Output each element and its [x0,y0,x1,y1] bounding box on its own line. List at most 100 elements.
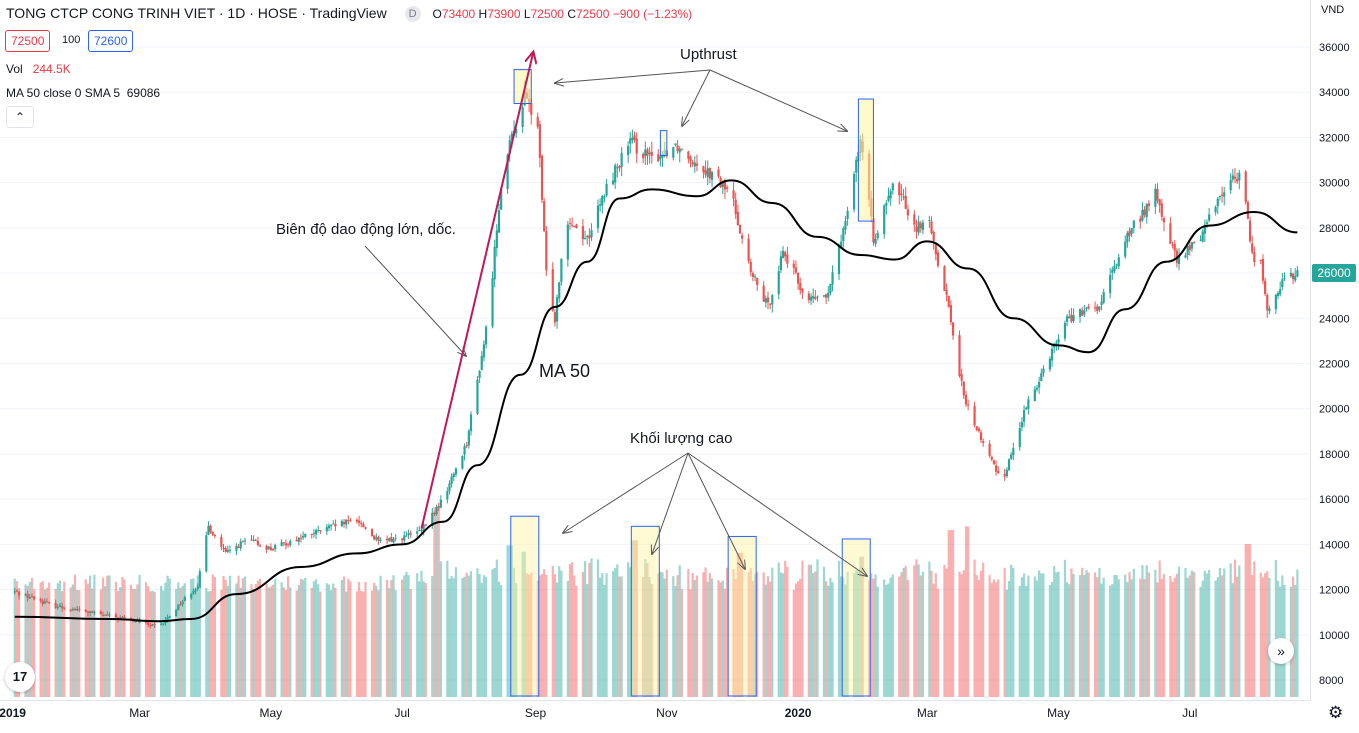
candle-body [646,149,649,156]
candle-body [596,205,600,229]
candle-body [484,326,488,345]
candle-body [538,124,541,158]
candle-body [56,607,59,609]
volume-bar [1010,564,1013,697]
ma-indicator-legend[interactable]: MA 50 close 0 SMA 5 69086 [6,86,160,100]
volume-bar [1266,571,1269,697]
volume-bar [1233,559,1237,697]
volume-bar [512,567,516,697]
annotation-ma50[interactable]: MA 50 [539,361,591,381]
volume-bar [1007,581,1011,697]
candle-body [945,290,948,295]
annotation-amplitude[interactable]: Biên độ dao động lớn, dốc. [276,221,456,238]
candle-body [1188,245,1191,251]
symbol-title[interactable]: TONG CTCP CONG TRINH VIET · 1D · HOSE · … [6,5,387,21]
volume-bar [160,585,163,697]
volume-bar [988,575,991,697]
time-axis[interactable]: 2019 Mar May Jul Sep Nov 2020 Mar May Jul [0,700,1310,733]
volume-bar [1158,560,1161,697]
ma-value: 69086 [126,86,161,100]
candle-body [620,152,623,167]
candle-body [1003,474,1006,477]
ma50-line [14,179,1298,623]
candle-body [1087,306,1090,309]
volume-bar [786,566,789,697]
volume-bar [626,562,630,697]
candle-body [949,305,953,323]
volume-bar [1291,576,1295,697]
candle-body [988,443,991,456]
volume-bar [687,569,690,697]
candle-body [1063,322,1067,339]
candle-body [842,228,845,242]
volume-bar [84,579,87,697]
candle-body [611,180,615,185]
price-axis[interactable]: VND 36000 34000 32000 30000 28000 26000 24000 2… [1310,0,1359,700]
candle-body [816,296,819,298]
candle-body [1216,198,1219,207]
volume-bar [362,591,365,697]
settings-gear-icon[interactable]: ⚙ [1328,703,1344,722]
volume-bar [906,579,909,697]
volume-bar [831,582,834,697]
volume-bar [129,584,133,697]
candle-body [1266,294,1269,311]
buy-price-button[interactable]: 72600 [88,30,134,52]
volume-bar [205,587,208,697]
volume-bar [536,580,539,697]
volume-bar [852,573,856,697]
candle-body [960,374,963,381]
candle-body [1283,277,1286,279]
currency-label[interactable]: VND [1321,4,1345,16]
annotation-upthrust[interactable]: Upthrust [680,46,737,63]
volume-bar [357,581,361,697]
candle-body [1248,220,1252,242]
candle-body [921,222,925,231]
volume-bar [258,578,262,697]
annotation-high-volume[interactable]: Khối lượng cao [630,430,733,447]
candle-body [605,183,608,196]
candle-body [781,250,785,259]
volume-bar [1236,576,1239,697]
volume-bar [101,577,105,697]
price-chart[interactable] [0,0,1310,700]
collapse-legend-button[interactable]: ⌃ [6,106,34,128]
volume-bar [566,580,569,697]
candle-body [997,470,1000,474]
candle-body [162,623,165,625]
volume-indicator-legend[interactable]: Vol 244.5K [6,62,71,76]
volume-bar [799,578,802,697]
candle-body [71,609,74,611]
candle-body [461,455,464,469]
volume-bar [545,574,548,697]
candle-body [330,524,333,527]
candle-body [1259,260,1262,262]
low-value: 72500 [530,7,564,21]
volume-bar [1098,567,1101,697]
chart-area[interactable] [0,0,1310,700]
candle-body [575,224,578,228]
candle-body [588,235,591,239]
candle-body [123,617,126,619]
sell-price-button[interactable]: 72500 [5,30,51,52]
volume-bar [304,577,307,697]
volume-bar [500,585,503,697]
candle-body [1126,232,1129,243]
volume-bar [63,581,66,697]
volume-bar [551,565,554,697]
volume-bar [179,587,182,697]
volume-bar [1033,576,1036,697]
candle-body [314,530,318,535]
tradingview-logo-icon[interactable]: 17 [5,662,35,692]
volume-bar [837,560,841,697]
candle-body [101,614,105,616]
candle-body [183,597,186,602]
candle-body [334,523,337,527]
volume-bar [424,583,427,697]
candle-body [302,536,305,538]
scroll-to-realtime-button[interactable]: » [1268,638,1294,664]
candle-body [431,512,434,526]
volume-bar [904,565,907,697]
volume-bar [48,582,51,697]
candle-body [1141,209,1144,221]
